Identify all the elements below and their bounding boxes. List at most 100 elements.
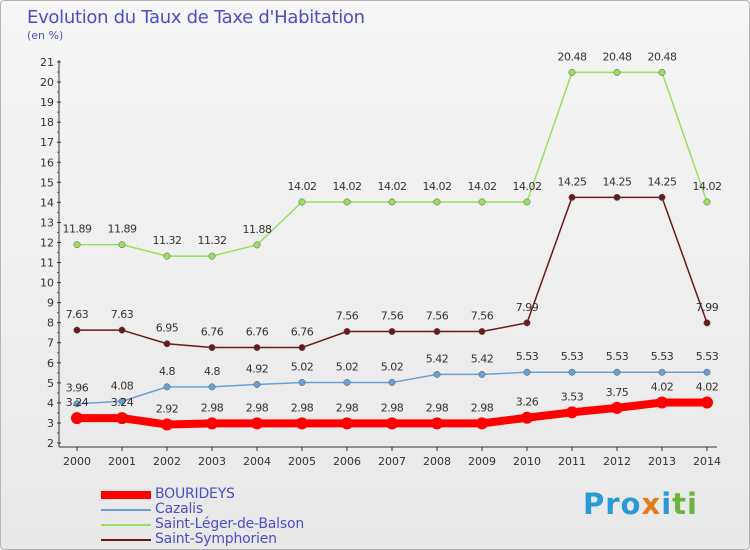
legend-label-saint-symphorien: Saint-Symphorien: [155, 531, 277, 547]
x-tick-label: 2001: [108, 455, 136, 468]
data-label-saint-leger: 14.02: [378, 180, 407, 193]
data-label-saint-leger: 14.02: [423, 180, 452, 193]
data-label-saint-leger: 11.89: [63, 223, 92, 236]
data-label-saint-symphorien: 7.99: [516, 301, 539, 314]
x-tick-label: 2007: [378, 455, 406, 468]
data-point-bourideys: [521, 411, 533, 424]
data-point-cazalis: [388, 378, 396, 386]
data-label-cazalis: 5.02: [291, 360, 314, 373]
data-point-bourideys: [701, 396, 713, 409]
x-tick-label: 2014: [693, 455, 721, 468]
data-label-saint-leger: 20.48: [603, 50, 632, 63]
data-point-bourideys: [431, 417, 443, 430]
data-label-saint-leger: 14.02: [333, 180, 362, 193]
logo-part-pro: Pro: [583, 487, 642, 521]
data-label-bourideys: 4.02: [651, 380, 674, 393]
logo-part-i: i: [661, 487, 673, 521]
x-tick-label: 2004: [243, 455, 271, 468]
legend-item-bourideys: BOURIDEYS: [101, 486, 361, 502]
data-label-saint-leger: 14.02: [513, 180, 542, 193]
x-tick-label: 2006: [333, 455, 361, 468]
data-point-bourideys: [566, 406, 578, 419]
data-point-saint-symphorien: [343, 328, 351, 335]
data-point-saint-symphorien: [703, 319, 711, 327]
data-point-cazalis: [208, 383, 216, 391]
data-point-bourideys: [296, 417, 308, 430]
data-label-saint-symphorien: 14.25: [648, 175, 677, 188]
y-tick-label: 8: [47, 317, 54, 330]
x-tick-label: 2005: [288, 455, 316, 468]
data-point-bourideys: [71, 412, 83, 425]
data-label-saint-symphorien: 7.99: [696, 301, 719, 314]
x-tick-label: 2009: [468, 455, 496, 468]
data-label-saint-symphorien: 7.56: [471, 310, 494, 323]
y-tick-label: 12: [40, 236, 54, 249]
legend-item-saint-symphorien: Saint-Symphorien: [101, 531, 361, 547]
y-tick-label: 9: [47, 297, 54, 310]
x-tick-label: 2013: [648, 455, 676, 468]
data-point-cazalis: [568, 368, 576, 376]
data-label-saint-symphorien: 14.25: [558, 175, 587, 188]
legend: BOURIDEYS Cazalis Saint-Léger-de-Balson …: [101, 486, 361, 547]
x-tick-label: 2000: [63, 455, 91, 468]
data-label-cazalis: 5.53: [696, 350, 719, 363]
x-tick-label: 2011: [558, 455, 586, 468]
data-label-cazalis: 5.53: [651, 350, 674, 363]
logo-part-ti: ti: [672, 487, 698, 521]
data-point-bourideys: [341, 417, 353, 430]
data-point-saint-symphorien: [163, 340, 171, 348]
data-label-bourideys: 3.24: [66, 396, 89, 409]
x-tick-label: 2012: [603, 455, 631, 468]
data-label-bourideys: 2.98: [426, 401, 449, 414]
data-point-saint-leger: [703, 198, 711, 206]
data-point-saint-leger: [253, 241, 261, 249]
data-point-bourideys: [206, 417, 218, 430]
data-label-saint-symphorien: 6.76: [246, 326, 269, 339]
legend-label-cazalis: Cazalis: [155, 501, 203, 517]
x-tick-label: 2010: [513, 455, 541, 468]
series-line-saint-leger: [76, 71, 708, 257]
data-point-saint-leger: [523, 198, 531, 206]
y-tick-label: 21: [40, 56, 54, 69]
data-label-bourideys: 2.98: [201, 401, 224, 414]
data-label-saint-leger: 11.88: [243, 223, 272, 236]
data-label-cazalis: 5.42: [471, 352, 494, 365]
data-label-saint-symphorien: 7.56: [426, 310, 449, 323]
y-tick-label: 5: [47, 377, 54, 390]
data-point-bourideys: [161, 418, 173, 431]
data-label-bourideys: 3.53: [561, 390, 584, 403]
data-label-bourideys: 3.26: [516, 396, 539, 409]
data-label-cazalis: 5.53: [516, 350, 539, 363]
legend-swatch-bourideys: [101, 491, 151, 499]
y-tick-label: 13: [40, 216, 54, 229]
data-point-saint-symphorien: [613, 193, 621, 201]
data-label-saint-leger: 14.02: [468, 180, 497, 193]
data-point-saint-leger: [658, 68, 666, 76]
legend-label-saint-leger: Saint-Léger-de-Balson: [155, 516, 305, 532]
data-point-cazalis: [703, 368, 711, 376]
data-label-saint-leger: 11.32: [153, 234, 182, 247]
data-label-bourideys: 2.98: [291, 401, 314, 414]
data-label-saint-symphorien: 14.25: [603, 175, 632, 188]
data-point-bourideys: [386, 417, 398, 430]
data-label-saint-symphorien: 7.63: [66, 308, 89, 321]
data-label-cazalis: 3.96: [66, 382, 89, 395]
y-tick-label: 2: [47, 437, 54, 450]
data-point-saint-leger: [298, 198, 306, 206]
y-tick-label: 20: [40, 76, 54, 89]
data-point-bourideys: [476, 417, 488, 430]
data-label-cazalis: 4.08: [111, 379, 134, 392]
data-point-cazalis: [343, 378, 351, 386]
data-label-saint-leger: 11.32: [198, 234, 227, 247]
data-label-cazalis: 5.02: [336, 360, 359, 373]
data-point-saint-leger: [208, 252, 216, 260]
data-point-saint-symphorien: [118, 326, 126, 334]
data-point-saint-symphorien: [568, 193, 576, 201]
data-point-cazalis: [118, 397, 126, 405]
y-tick-label: 3: [47, 417, 54, 430]
x-tick-label: 2008: [423, 455, 451, 468]
y-tick-label: 17: [40, 136, 54, 149]
data-label-bourideys: 2.98: [471, 401, 494, 414]
